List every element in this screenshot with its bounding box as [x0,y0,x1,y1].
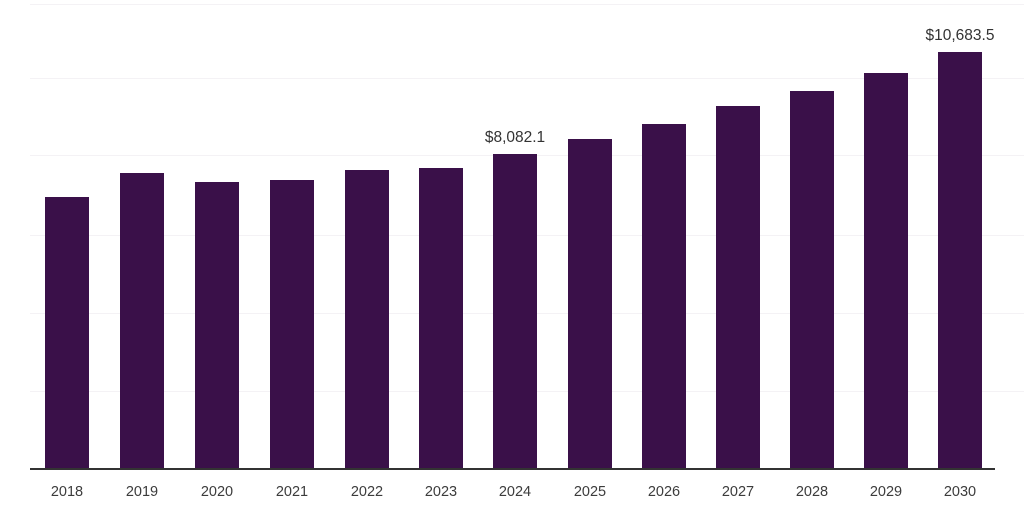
bar-value-label-2024: $8,082.1 [484,129,546,146]
x-tick-label-2028: 2028 [795,484,829,500]
x-tick-label-2026: 2026 [647,484,681,500]
x-tick-label-2030: 2030 [943,484,977,500]
bar-2019[interactable] [120,173,164,468]
bar-2027[interactable] [716,106,760,468]
bar-2022[interactable] [345,170,389,468]
x-axis-line [30,468,995,470]
x-tick-label-2019: 2019 [125,484,159,500]
x-tick-label-2029: 2029 [869,484,903,500]
x-tick-label-2020: 2020 [200,484,234,500]
gridline [30,4,1024,5]
bar-2021[interactable] [270,180,314,468]
bar-2020[interactable] [195,182,239,468]
x-tick-label-2021: 2021 [275,484,309,500]
bar-2023[interactable] [419,168,463,468]
bar-2030[interactable] [938,52,982,468]
bar-value-label-2030: $10,683.5 [925,27,995,44]
x-tick-label-2022: 2022 [350,484,384,500]
x-tick-label-2023: 2023 [424,484,458,500]
x-tick-label-2025: 2025 [573,484,607,500]
bar-2018[interactable] [45,197,89,468]
x-tick-label-2027: 2027 [721,484,755,500]
x-tick-label-2018: 2018 [50,484,84,500]
bar-2029[interactable] [864,73,908,468]
bar-2028[interactable] [790,91,834,468]
bar-2025[interactable] [568,139,612,468]
x-tick-label-2024: 2024 [498,484,532,500]
bar-2026[interactable] [642,124,686,468]
bar-2024[interactable] [493,154,537,468]
gridline [30,78,1024,79]
